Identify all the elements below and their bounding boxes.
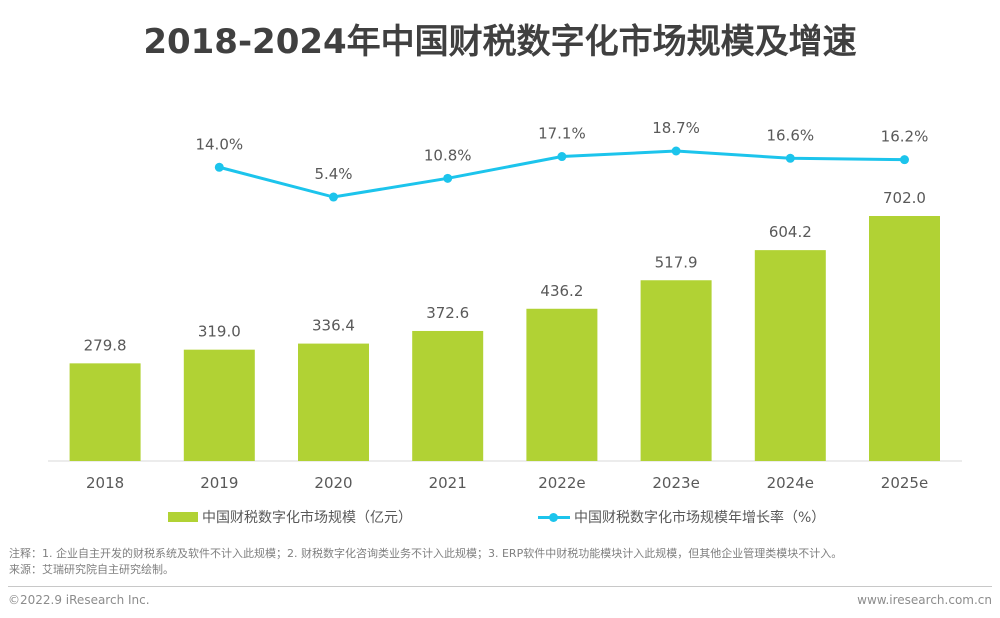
bar-2022e: [526, 308, 598, 461]
legend-item-bar: 中国财税数字化市场规模（亿元）: [168, 507, 412, 527]
tick-label-2022e: 2022e: [538, 474, 585, 492]
chart-area: 279.8 319.0 336.4 372.6 436.2 517.9 604.2 702.0…: [48, 119, 962, 492]
website-link[interactable]: www.iresearch.com.cn: [857, 593, 992, 607]
bar-2023e: [640, 280, 712, 461]
bar-label-2020: 336.4: [312, 317, 355, 335]
tick-label-2024e: 2024e: [767, 474, 814, 492]
bar-2025e: [869, 216, 940, 461]
tick-label-2018: 2018: [86, 474, 124, 492]
growth-label-2025e: 16.2%: [881, 128, 929, 146]
bar-2018: [69, 363, 141, 461]
bar-2021: [412, 330, 484, 461]
bar-2019: [183, 349, 255, 461]
bar-label-2022e: 436.2: [540, 282, 583, 300]
bar-2024e: [754, 250, 826, 461]
footer-divider: [8, 586, 992, 587]
legend-bar-swatch: [168, 512, 198, 522]
x-axis-ticks: 2018 2019 2020 2021 2022e 2023e 2024e 2025e: [86, 474, 928, 492]
bar-2020: [298, 343, 369, 461]
bar-label-2023e: 517.9: [655, 253, 698, 271]
growth-point-2024e: [785, 153, 795, 163]
bar-label-2021: 372.6: [426, 304, 469, 322]
legend-line-swatch: [538, 512, 570, 522]
tick-label-2019: 2019: [200, 474, 238, 492]
bar-label-2018: 279.8: [84, 336, 127, 354]
bar-value-labels: 279.8 319.0 336.4 372.6 436.2 517.9 604.2 702.0: [84, 189, 926, 354]
growth-label-2023e: 18.7%: [652, 119, 700, 137]
growth-value-labels: 14.0% 5.4% 10.8% 17.1% 18.7% 16.6% 16.2%: [195, 119, 928, 183]
tick-label-2021: 2021: [429, 474, 467, 492]
chart-title: 2018-2024年中国财税数字化市场规模及增速: [143, 22, 857, 62]
tick-label-2023e: 2023e: [652, 474, 699, 492]
legend-bar-label: 中国财税数字化市场规模（亿元）: [202, 510, 412, 526]
legend-line-label: 中国财税数字化市场规模年增长率（%）: [574, 510, 826, 526]
bar-series: [69, 216, 940, 461]
bar-label-2019: 319.0: [198, 323, 241, 341]
bar-label-2025e: 702.0: [883, 189, 926, 207]
growth-point-2020: [329, 192, 338, 202]
growth-point-2021: [443, 173, 453, 183]
growth-point-2025e: [900, 155, 909, 165]
chart-note: 注释：1. 企业自主开发的财税系统及软件不计入此规模；2. 财税数字化咨询类业务…: [9, 547, 843, 560]
tick-label-2025e: 2025e: [881, 474, 928, 492]
growth-label-2022e: 17.1%: [538, 125, 586, 143]
growth-point-2022e: [557, 152, 567, 162]
growth-label-2021: 10.8%: [424, 146, 472, 164]
bar-label-2024e: 604.2: [769, 223, 812, 241]
growth-label-2024e: 16.6%: [766, 126, 814, 144]
growth-point-2023e: [671, 146, 681, 156]
growth-point-2019: [214, 162, 224, 172]
growth-label-2019: 14.0%: [195, 135, 243, 153]
chart-source: 来源：艾瑞研究院自主研究绘制。: [9, 563, 174, 576]
growth-line-series: [214, 146, 909, 202]
copyright: ©2022.9 iResearch Inc.: [8, 593, 150, 607]
tick-label-2020: 2020: [314, 474, 352, 492]
legend-item-line: 中国财税数字化市场规模年增长率（%）: [538, 507, 825, 527]
growth-label-2020: 5.4%: [314, 165, 352, 183]
